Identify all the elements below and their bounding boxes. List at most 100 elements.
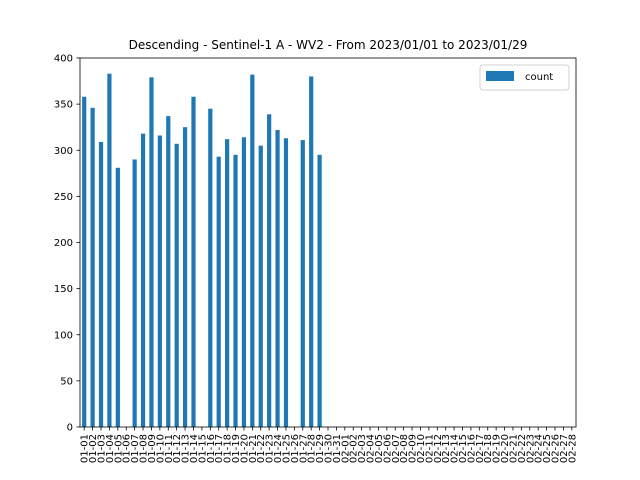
x-tick-label: 02-04 <box>366 434 377 463</box>
x-tick-label: 01-25 <box>281 434 292 463</box>
x-tick-label: 02-22 <box>517 434 528 463</box>
x-tick-label: 01-27 <box>298 434 309 463</box>
bar <box>241 137 247 427</box>
x-tick-label: 01-31 <box>332 434 343 463</box>
x-axis: 01-0101-0201-0301-0401-0501-0601-0701-08… <box>80 427 578 463</box>
bar <box>174 143 179 428</box>
x-tick-label: 02-10 <box>416 434 427 463</box>
x-tick-label: 01-08 <box>139 434 150 463</box>
x-tick-label: 01-07 <box>130 434 141 463</box>
x-tick-label: 02-20 <box>500 434 511 463</box>
x-tick-label: 02-08 <box>399 434 410 463</box>
x-tick-label: 01-21 <box>248 434 259 463</box>
legend-swatch <box>486 71 514 81</box>
x-tick-label: 02-25 <box>542 434 553 463</box>
y-axis: 0 50 100 150 200 250 300 350 400 <box>54 54 80 434</box>
bar <box>90 107 95 427</box>
x-tick-label: 01-11 <box>164 434 175 463</box>
x-tick-label: 01-28 <box>307 434 318 463</box>
x-tick-label: 01-12 <box>172 434 183 463</box>
x-tick-label: 01-20 <box>239 434 250 463</box>
bar <box>300 140 305 428</box>
bar <box>275 129 280 427</box>
x-tick-label: 01-26 <box>290 434 301 463</box>
bar <box>225 139 230 427</box>
bar <box>309 76 314 427</box>
x-tick-label: 01-15 <box>197 434 208 463</box>
x-tick-label: 02-14 <box>450 434 461 463</box>
x-tick-label: 01-13 <box>181 434 192 463</box>
bar <box>317 154 322 428</box>
bar <box>267 114 272 428</box>
bar <box>166 116 171 428</box>
x-tick-label: 02-28 <box>567 434 578 463</box>
bar <box>157 135 162 428</box>
bar <box>208 108 213 428</box>
bar <box>82 96 87 428</box>
x-tick-label: 01-09 <box>147 434 158 463</box>
bar <box>233 154 238 428</box>
y-tick-label: 350 <box>54 100 73 111</box>
x-tick-label: 02-17 <box>475 434 486 463</box>
x-tick-label: 02-13 <box>441 434 452 463</box>
x-tick-label: 01-06 <box>122 434 133 463</box>
y-tick-label: 400 <box>54 54 73 65</box>
y-tick-label: 150 <box>54 284 73 295</box>
x-tick-label: 02-18 <box>483 434 494 463</box>
y-tick-label: 250 <box>54 192 73 203</box>
x-tick-label: 01-22 <box>256 434 267 463</box>
bar <box>258 145 263 427</box>
x-tick-label: 01-10 <box>155 434 166 463</box>
x-tick-label: 01-30 <box>324 434 335 463</box>
x-tick-label: 02-15 <box>458 434 469 463</box>
x-tick-label: 02-05 <box>374 434 385 463</box>
x-tick-label: 01-03 <box>97 434 108 463</box>
legend: count <box>479 64 570 91</box>
plot-frame <box>79 57 577 428</box>
x-tick-label: 01-18 <box>223 434 234 463</box>
x-tick-label: 01-23 <box>265 434 276 463</box>
legend-label: count <box>525 72 553 83</box>
x-tick-label: 01-16 <box>206 434 217 463</box>
x-tick-label: 02-23 <box>525 434 536 463</box>
bar <box>182 127 188 427</box>
x-tick-label: 02-26 <box>550 434 561 463</box>
bar <box>98 141 104 427</box>
y-tick-label: 50 <box>60 376 73 387</box>
x-tick-label: 02-09 <box>408 434 419 463</box>
y-tick-label: 200 <box>54 238 73 249</box>
x-tick-label: 01-14 <box>189 434 200 463</box>
x-tick-label: 02-21 <box>508 434 519 463</box>
bar <box>132 159 137 427</box>
x-tick-label: 02-27 <box>559 434 570 463</box>
y-tick-label: 300 <box>54 146 73 157</box>
x-tick-label: 01-02 <box>88 434 99 463</box>
y-tick-label: 100 <box>54 330 73 341</box>
bar <box>107 73 112 428</box>
x-tick-label: 01-01 <box>80 434 91 463</box>
x-tick-label: 01-05 <box>113 434 124 463</box>
x-tick-label: 02-02 <box>349 434 360 463</box>
bar <box>149 77 154 427</box>
x-tick-label: 02-16 <box>466 434 477 463</box>
chart-title: Descending - Sentinel-1 A - WV2 - From 2… <box>129 38 528 52</box>
x-tick-label: 01-24 <box>273 434 284 463</box>
x-tick-label: 02-11 <box>424 434 435 463</box>
bar <box>216 156 221 427</box>
x-tick-label: 02-12 <box>433 434 444 463</box>
y-tick-label: 0 <box>67 423 73 434</box>
x-tick-label: 01-04 <box>105 434 116 463</box>
x-tick-label: 02-24 <box>534 434 545 463</box>
bar <box>115 167 120 427</box>
bar <box>191 96 196 428</box>
x-tick-label: 02-03 <box>357 434 368 463</box>
bar <box>140 133 146 427</box>
x-tick-label: 02-01 <box>340 434 351 463</box>
x-tick-label: 01-19 <box>231 434 242 463</box>
x-tick-label: 01-29 <box>315 434 326 463</box>
bars <box>82 73 322 428</box>
x-tick-label: 02-19 <box>492 434 503 463</box>
x-tick-label: 01-17 <box>214 434 225 463</box>
x-tick-label: 02-07 <box>391 434 402 463</box>
